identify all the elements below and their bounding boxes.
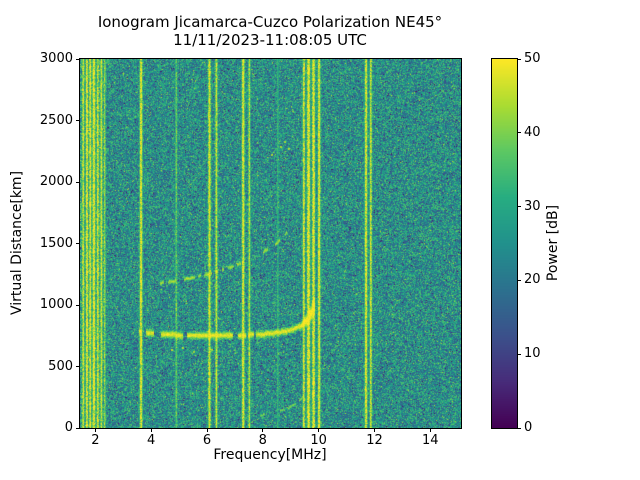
x-tick-mark [429,428,431,432]
x-tick-label: 6 [202,433,212,448]
y-tick-label: 2500 [39,112,73,128]
y-tick-mark [76,58,80,60]
x-tick-label: 12 [366,433,383,448]
y-tick-label: 1000 [39,297,73,312]
colorbar-tick-label: 20 [524,272,541,288]
y-tick-mark [76,304,80,306]
y-tick-mark [76,181,80,183]
colorbar-tick-mark [517,279,521,281]
x-tick-mark [150,428,152,432]
colorbar-label: Power [dB] [545,204,561,282]
colorbar-tick-mark [517,206,521,208]
y-tick-mark [76,427,80,429]
x-tick-label: 8 [258,433,267,448]
x-tick-mark [94,428,96,432]
colorbar-tick-label: 50 [524,51,541,66]
chart-title: Ionogram Jicamarca-Cuzco Polarization NE… [97,13,443,31]
x-tick-mark [262,428,264,432]
colorbar-tick-mark [517,132,521,134]
colorbar-tick-mark [517,427,521,429]
colorbar-tick-label: 10 [524,346,541,362]
x-tick-label: 2 [91,433,100,448]
x-tick-label: 4 [147,433,156,448]
colorbar-tick-label: 0 [524,420,533,435]
y-tick-mark [76,120,80,121]
x-tick-mark [206,428,208,432]
colorbar-tick-mark [517,353,521,355]
ionogram-heatmap-canvas [79,58,462,429]
x-axis-label: Frequency[MHz] [213,447,327,463]
y-tick-label: 500 [48,358,73,374]
colorbar-gradient [491,58,518,429]
y-tick-label: 2000 [39,174,73,189]
colorbar-tick-label: 30 [524,198,541,214]
y-tick-mark [76,243,80,244]
colorbar-tick-mark [517,58,521,60]
x-tick-mark [373,428,375,432]
y-tick-label: 1500 [39,235,73,251]
y-tick-label: 0 [64,420,73,435]
chart-subtitle: 11/11/2023-11:08:05 UTC [173,31,367,49]
y-tick-mark [76,366,80,367]
x-tick-label: 14 [422,433,439,448]
colorbar-tick-label: 40 [524,124,541,140]
y-tick-label: 3000 [39,51,73,66]
x-tick-label: 10 [310,433,327,448]
x-tick-mark [318,428,320,432]
